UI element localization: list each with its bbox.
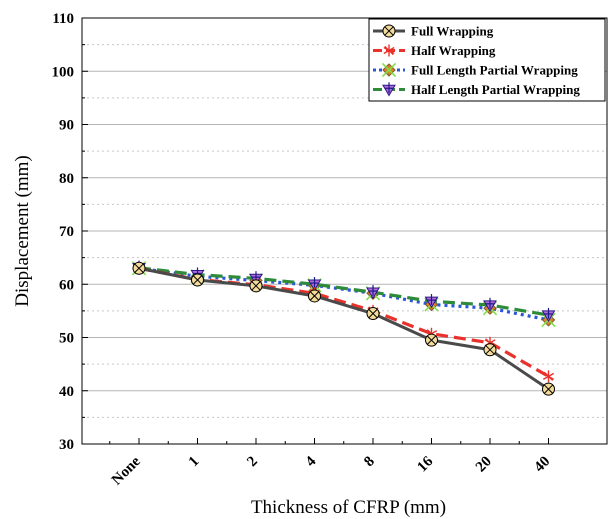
legend-item: Full Length Partial Wrapping: [373, 63, 578, 78]
legend-label: Full Length Partial Wrapping: [411, 63, 578, 78]
x-tick-label: 16: [414, 453, 436, 475]
legend-box: [368, 18, 606, 102]
marker-cross: [543, 384, 554, 394]
x-axis-title: Thickness of CFRP (mm): [251, 497, 446, 518]
marker-cross: [381, 62, 397, 78]
plot-frame: [81, 17, 608, 445]
series-layer: [131, 260, 556, 396]
legend: Full Wrapping Half Wrapping Full Length Pa…: [368, 18, 606, 102]
legend-label: Half Wrapping: [411, 43, 496, 58]
marker-cross: [192, 275, 203, 285]
marker-cross: [384, 26, 394, 36]
x-tick-label: 8: [361, 454, 378, 471]
y-tick-label: 100: [52, 64, 75, 80]
x-axis: None 1 2 4 8 16 20 40: [109, 438, 553, 488]
x-tick-label: 40: [531, 454, 553, 476]
series-full-wrapping: [132, 261, 555, 396]
legend-item: Half Length Partial Wrapping: [373, 82, 580, 97]
data-point: [541, 307, 556, 323]
grid-lines: [82, 44, 607, 418]
data-point: [542, 382, 555, 396]
y-tick-label: 50: [59, 331, 74, 347]
series-line: [138, 266, 550, 391]
legend-item: Half Wrapping: [373, 43, 496, 58]
data-point: [425, 333, 438, 347]
data-point: [307, 277, 322, 292]
legend-label: Half Length Partial Wrapping: [411, 82, 580, 97]
data-point: [249, 279, 263, 293]
y-tick-label: 110: [52, 11, 74, 27]
data-point: [483, 343, 497, 357]
series-line: [138, 266, 550, 378]
y-tick-label: 60: [59, 277, 74, 293]
y-tick-label: 30: [59, 437, 74, 453]
y-tick-label: 40: [59, 384, 74, 400]
y-axis: 30 40 50 60 70 80 90 100 110: [52, 11, 88, 453]
marker-cross: [134, 263, 144, 273]
marker-asterisk: [384, 45, 394, 56]
marker-cross: [251, 281, 261, 291]
x-tick-label: 1: [186, 454, 203, 471]
data-point: [366, 285, 380, 300]
data-point: [483, 297, 497, 313]
y-tick-label: 70: [59, 224, 74, 240]
marker-cross: [426, 335, 437, 345]
legend-item: Full Wrapping: [373, 24, 494, 39]
marker-cross: [485, 345, 495, 355]
series-line: [138, 266, 549, 317]
x-tick-label: 20: [473, 454, 495, 476]
data-point: [542, 370, 555, 383]
marker-asterisk: [543, 371, 554, 381]
data-point: [424, 294, 439, 309]
data-point: [366, 307, 380, 321]
y-tick-label: 90: [59, 118, 74, 134]
legend-label: Full Wrapping: [411, 24, 494, 39]
y-axis-title: Displacement (mm): [12, 155, 33, 306]
data-point: [308, 289, 321, 303]
marker-cross: [309, 291, 320, 301]
x-tick-label: 2: [244, 454, 261, 471]
y-tick-label: 80: [59, 171, 74, 187]
x-tick-label: None: [109, 453, 144, 488]
marker-cross: [368, 308, 378, 319]
data-point: [191, 273, 204, 287]
data-point: [132, 261, 146, 275]
x-tick-label: 4: [303, 453, 320, 470]
